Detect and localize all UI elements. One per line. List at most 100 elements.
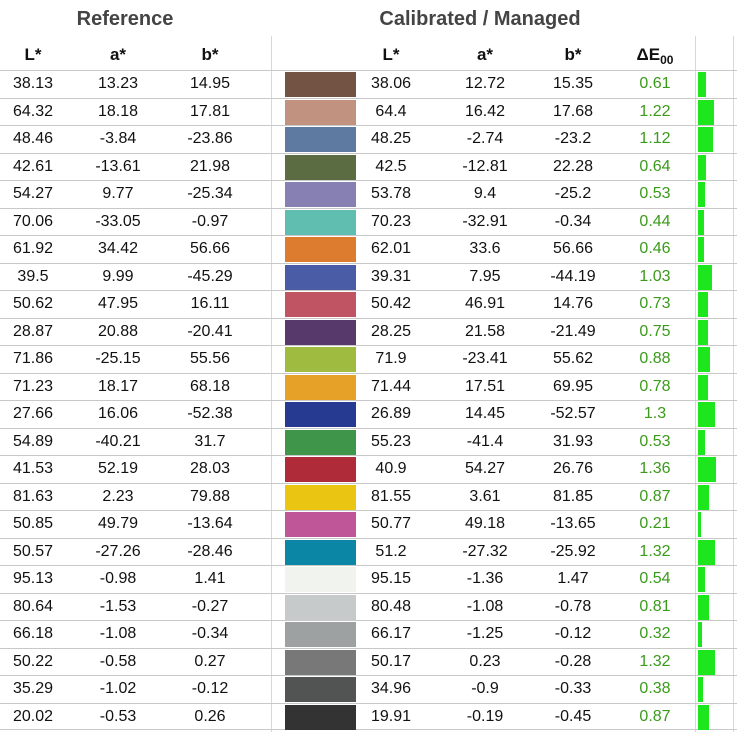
cal-l-cell: 34.96 (370, 680, 412, 697)
ref-l-cell: 38.13 (12, 75, 54, 92)
ref-b-cell: 56.66 (189, 240, 231, 257)
ref-l-cell: 50.22 (12, 652, 54, 670)
ref-l-cell: 48.46 (12, 130, 54, 147)
cal-l-cell: 48.25 (370, 130, 412, 147)
delta-e-cell: 1.12 (639, 130, 671, 147)
cal-b-cell: -44.19 (550, 267, 596, 285)
header-cal-a: a* (476, 45, 494, 64)
reference-group-title: Reference (76, 8, 174, 30)
ref-l-cell: 42.61 (12, 157, 54, 175)
delta-e-cell: 0.32 (639, 625, 671, 642)
cal-a-cell: 0.23 (469, 652, 501, 670)
table-row: 71.86 -25.15 55.56 71.9 -23.41 55.62 0.88 (0, 345, 737, 373)
ref-a-cell: 49.79 (97, 515, 139, 532)
cal-l-cell: 39.31 (370, 267, 412, 285)
delta-e-cell: 0.73 (639, 295, 671, 312)
color-swatch (285, 649, 356, 675)
delta-e-cell: 0.61 (639, 75, 671, 92)
cal-b-cell: 14.76 (552, 295, 594, 312)
color-swatch (285, 127, 356, 152)
header-ref-a: a* (109, 45, 127, 64)
ref-a-cell: 18.17 (97, 377, 139, 395)
color-swatch (285, 402, 356, 427)
color-swatch (285, 457, 356, 482)
delta-e-bar (698, 457, 716, 482)
cal-a-cell: 14.45 (464, 405, 506, 422)
cal-l-cell: 70.23 (370, 212, 412, 230)
cal-l-cell: 51.2 (375, 542, 407, 560)
ref-b-cell: 1.41 (194, 570, 226, 587)
ref-l-cell: 35.29 (12, 680, 54, 697)
table-row: 70.06 -33.05 -0.97 70.23 -32.91 -0.34 0.44 (0, 207, 737, 236)
color-swatch (285, 677, 356, 702)
delta-e-cell: 1.32 (639, 542, 671, 560)
cal-a-cell: -41.4 (466, 432, 504, 450)
table-row: 38.13 13.23 14.95 38.06 12.72 15.35 0.61 (0, 70, 737, 98)
color-swatch (285, 347, 356, 372)
ref-a-cell: 52.19 (97, 460, 139, 477)
cal-l-cell: 64.4 (375, 102, 407, 120)
calibrated-group-title: Calibrated / Managed (379, 8, 581, 30)
delta-e-bar (698, 539, 716, 565)
ref-a-cell: 13.23 (97, 75, 139, 92)
cal-b-cell: -0.45 (554, 707, 592, 725)
color-swatch (285, 374, 356, 400)
table-row: 39.5 9.99 -45.29 39.31 7.95 -44.19 1.03 (0, 262, 737, 291)
delta-e-cell: 1.36 (639, 460, 671, 477)
ref-b-cell: -23.86 (187, 130, 233, 147)
cal-b-cell: -0.28 (554, 652, 592, 670)
delta-e-cell: 0.78 (639, 377, 671, 395)
ref-b-cell: -45.29 (187, 267, 233, 285)
delta-e-bar (698, 374, 709, 400)
cal-l-cell: 38.06 (370, 75, 412, 92)
delta-e-bar (698, 237, 705, 262)
cal-a-cell: -32.91 (462, 212, 508, 230)
ref-b-cell: 55.56 (189, 350, 231, 367)
delta-e-cell: 0.46 (639, 240, 671, 257)
cal-l-cell: 81.55 (370, 487, 412, 505)
color-swatch (285, 264, 356, 290)
ref-l-cell: 27.66 (12, 405, 54, 422)
delta-e-cell: 1.03 (639, 267, 671, 285)
delta-e-cell: 0.53 (639, 185, 671, 202)
delta-e-bar (698, 154, 707, 180)
table-row: 54.27 9.77 -25.34 53.78 9.4 -25.2 0.53 (0, 180, 737, 208)
ref-b-cell: 16.11 (190, 295, 230, 312)
delta-e-bar (698, 72, 707, 97)
delta-e-cell: 0.38 (639, 680, 671, 697)
cal-b-cell: -52.57 (550, 405, 596, 422)
ref-a-cell: -40.21 (95, 432, 141, 450)
cal-a-cell: 3.61 (469, 487, 501, 505)
table-row: 81.63 2.23 79.88 81.55 3.61 81.85 0.87 (0, 482, 737, 511)
table-row: 50.85 49.79 -13.64 50.77 49.18 -13.65 0.21 (0, 510, 737, 538)
ref-a-cell: -0.98 (99, 570, 137, 587)
delta-e-bar (698, 347, 710, 372)
delta-e-bar (698, 567, 706, 592)
ref-a-cell: -27.26 (95, 542, 141, 560)
ref-b-cell: -0.27 (191, 597, 229, 615)
color-swatch (285, 72, 356, 97)
table-row: 50.22 -0.58 0.27 50.17 0.23 -0.28 1.32 (0, 647, 737, 676)
cal-l-cell: 50.17 (370, 652, 412, 670)
color-swatch (285, 209, 356, 235)
color-swatch (285, 237, 356, 262)
header-delta-e: ΔE00 (625, 40, 685, 70)
delta-e-bar (698, 677, 704, 702)
delta-e-cell: 0.88 (639, 350, 671, 367)
cal-a-cell: 49.18 (464, 515, 506, 532)
ref-b-cell: 14.95 (189, 75, 231, 92)
ref-b-cell: -28.46 (187, 542, 233, 560)
ref-l-cell: 41.53 (12, 460, 54, 477)
table-row: 50.57 -27.26 -28.46 51.2 -27.32 -25.92 1.32 (0, 537, 737, 566)
cal-l-cell: 50.77 (370, 515, 412, 532)
table-row: 95.13 -0.98 1.41 95.15 -1.36 1.47 0.54 (0, 565, 737, 593)
color-swatch (285, 182, 356, 207)
cal-a-cell: 16.42 (464, 102, 506, 120)
delta-e-cell: 0.87 (639, 487, 671, 505)
ref-b-cell: -20.41 (187, 322, 233, 340)
cal-l-cell: 71.44 (370, 377, 412, 395)
cal-a-cell: 17.51 (464, 377, 506, 395)
cal-a-cell: -0.9 (471, 680, 499, 697)
ref-a-cell: 9.99 (102, 267, 134, 285)
ref-b-cell: 17.81 (189, 102, 231, 120)
